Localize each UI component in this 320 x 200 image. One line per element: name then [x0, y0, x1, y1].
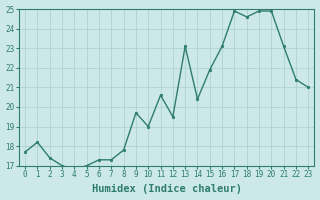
X-axis label: Humidex (Indice chaleur): Humidex (Indice chaleur) — [92, 184, 242, 194]
